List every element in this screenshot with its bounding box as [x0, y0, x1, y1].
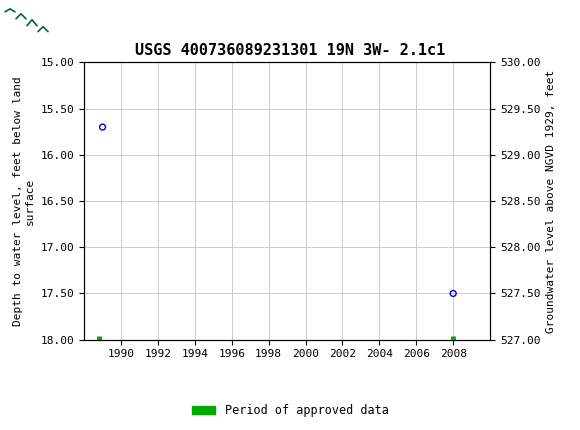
Y-axis label: Groundwater level above NGVD 1929, feet: Groundwater level above NGVD 1929, feet	[546, 69, 556, 333]
Y-axis label: Depth to water level, feet below land
surface: Depth to water level, feet below land su…	[13, 76, 35, 326]
Point	[448, 290, 458, 297]
Point	[98, 123, 107, 130]
Text: USGS 400736089231301 19N 3W- 2.1c1: USGS 400736089231301 19N 3W- 2.1c1	[135, 43, 445, 58]
Text: USGS: USGS	[58, 9, 113, 27]
Legend: Period of approved data: Period of approved data	[187, 399, 393, 422]
FancyBboxPatch shape	[4, 3, 52, 34]
